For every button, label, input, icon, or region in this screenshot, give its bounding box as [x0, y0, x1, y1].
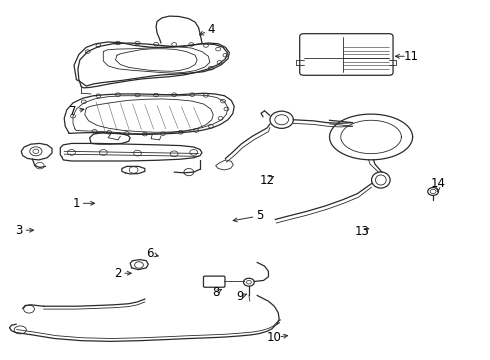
Text: 2: 2	[114, 267, 122, 280]
Text: 10: 10	[267, 331, 282, 344]
Text: 6: 6	[146, 247, 153, 260]
Text: 14: 14	[431, 177, 445, 190]
Text: 7: 7	[69, 105, 77, 118]
Text: 13: 13	[355, 225, 369, 238]
Text: 4: 4	[207, 23, 215, 36]
Text: 8: 8	[212, 287, 220, 300]
Text: 5: 5	[256, 210, 263, 222]
Text: 9: 9	[236, 290, 244, 303]
Text: 3: 3	[16, 224, 23, 237]
Text: 12: 12	[260, 174, 274, 186]
Text: 1: 1	[73, 197, 80, 210]
Text: 11: 11	[404, 50, 418, 63]
